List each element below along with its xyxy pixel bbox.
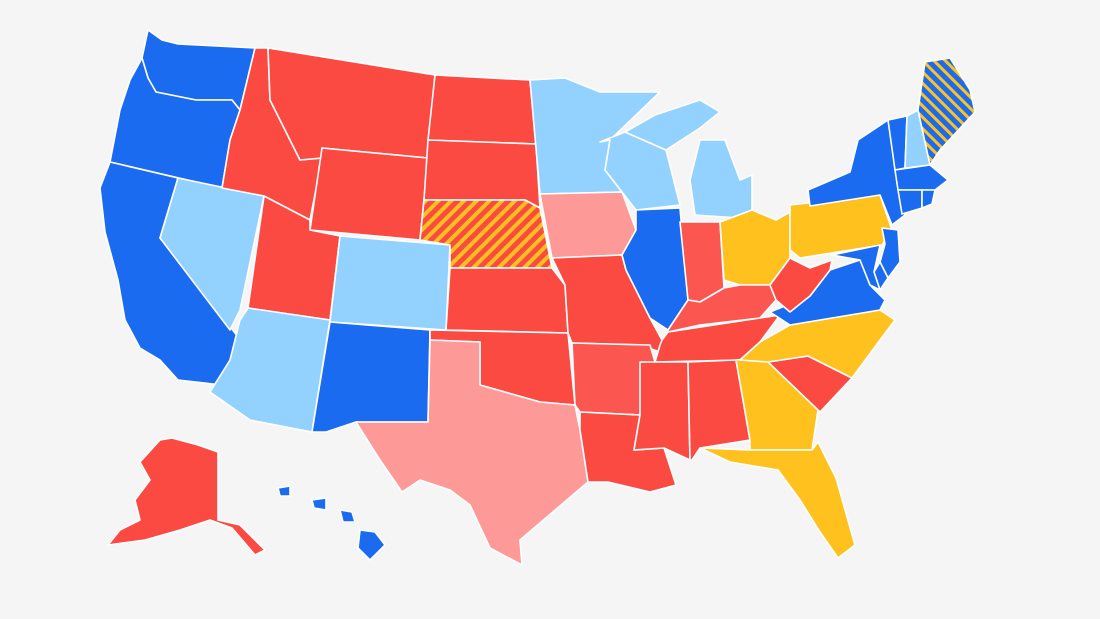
state-michigan[interactable]	[689, 139, 753, 219]
state-south-dakota[interactable]	[423, 139, 541, 209]
state-hawaii-oahu[interactable]	[311, 497, 327, 511]
state-rhode-island[interactable]	[921, 189, 936, 209]
state-florida[interactable]	[699, 441, 856, 559]
state-maine[interactable]	[917, 57, 976, 166]
states-layer	[99, 29, 976, 566]
state-mississippi[interactable]	[633, 361, 691, 461]
state-hawaii-main[interactable]	[357, 529, 386, 561]
state-west-virginia[interactable]	[769, 257, 833, 313]
state-connecticut[interactable]	[897, 189, 923, 215]
state-new-mexico[interactable]	[311, 321, 431, 433]
state-colorado[interactable]	[329, 235, 451, 331]
state-michigan-upper[interactable]	[624, 99, 721, 151]
state-wyoming[interactable]	[309, 147, 429, 241]
state-alaska[interactable]	[107, 437, 266, 556]
state-kansas[interactable]	[445, 267, 569, 334]
state-north-dakota[interactable]	[427, 74, 537, 145]
state-iowa[interactable]	[539, 191, 637, 259]
state-hawaii-maui[interactable]	[339, 509, 356, 523]
state-texas[interactable]	[355, 339, 589, 566]
state-hawaii-kauai[interactable]	[277, 485, 291, 497]
state-maryland[interactable]	[831, 244, 881, 291]
state-indiana[interactable]	[679, 221, 725, 303]
state-massachusetts[interactable]	[894, 164, 949, 191]
state-montana[interactable]	[267, 47, 436, 161]
